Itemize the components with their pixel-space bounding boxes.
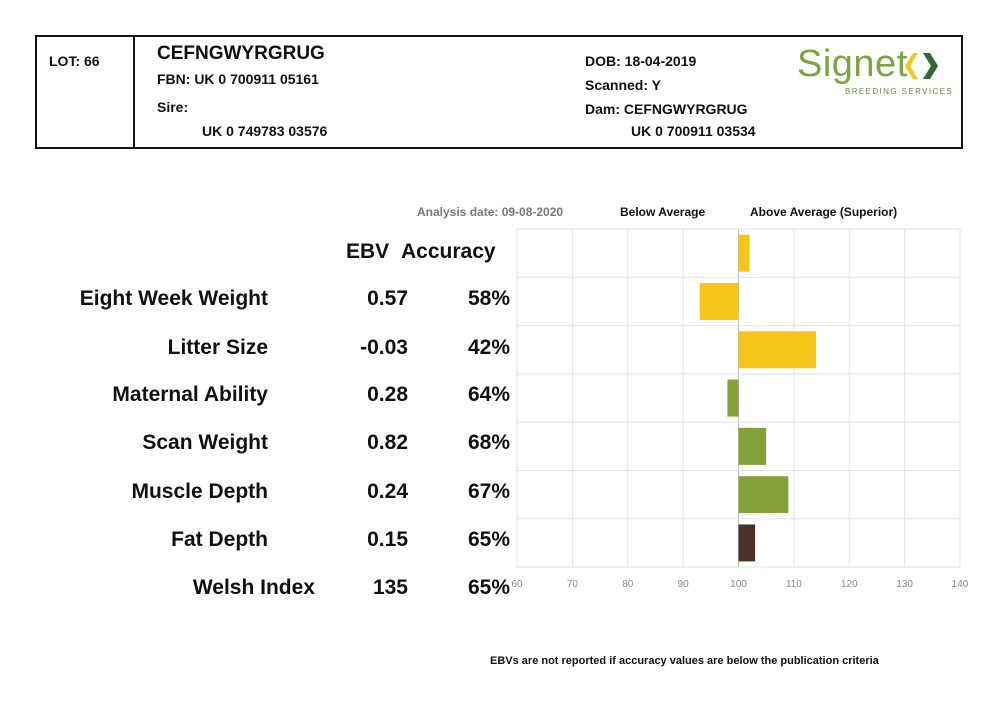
below-average-label: Below Average — [620, 205, 706, 219]
bar-maternal-ability — [738, 331, 817, 369]
animal-name: CEFNGWYRGRUG — [157, 43, 325, 64]
trait-name: Fat Depth — [171, 528, 268, 551]
signet-logo: Signet BREEDING SERVICES — [797, 43, 957, 103]
accuracy-column-header: Accuracy — [401, 240, 496, 263]
bar-welsh-index — [738, 524, 756, 562]
lot-number: LOT: 66 — [49, 53, 100, 69]
sire-label: Sire: — [157, 99, 189, 115]
trait-accuracy: 65% — [467, 576, 510, 599]
x-tick-label: 80 — [622, 579, 634, 590]
bar-scan-weight — [727, 379, 739, 417]
fbn-id: FBN: UK 0 700911 05161 — [157, 71, 319, 87]
x-tick-label: 60 — [511, 579, 523, 590]
x-tick-label: 140 — [952, 579, 969, 590]
trait-accuracy: 58% — [467, 287, 510, 310]
x-tick-label: 110 — [786, 579, 802, 590]
bar-litter-size — [699, 282, 739, 320]
lot-cell: LOT: 66 — [37, 37, 135, 147]
trait-ebv: 0.28 — [367, 383, 408, 406]
x-tick-label: 100 — [730, 579, 747, 590]
trait-name: Scan Weight — [142, 431, 268, 454]
x-tick-label: 120 — [841, 579, 858, 590]
trait-ebv: 0.57 — [367, 287, 408, 310]
above-average-label: Above Average (Superior) — [750, 205, 898, 219]
trait-name: Muscle Depth — [131, 480, 268, 503]
trait-name: Eight Week Weight — [79, 287, 268, 310]
ebv-column-header: EBV — [346, 240, 390, 263]
date-of-birth: DOB: 18-04-2019 — [585, 53, 697, 69]
bar-muscle-depth — [738, 427, 767, 465]
bar-eight-week-weight — [738, 234, 750, 272]
trait-accuracy: 67% — [467, 480, 510, 503]
brand-name: Signet — [797, 43, 908, 85]
trait-ebv: -0.03 — [360, 336, 408, 359]
trait-name: Welsh Index — [192, 576, 315, 599]
analysis-date: Analysis date: 09-08-2020 — [417, 205, 564, 219]
trait-ebv: 0.24 — [367, 480, 408, 503]
trait-ebv: 0.15 — [367, 528, 408, 551]
sire-id: UK 0 749783 03576 — [202, 123, 328, 139]
trait-accuracy: 42% — [467, 336, 510, 359]
x-tick-label: 70 — [567, 579, 579, 590]
trait-accuracy: 64% — [467, 383, 510, 406]
footnote: EBVs are not reported if accuracy values… — [490, 655, 879, 667]
scanned-status: Scanned: Y — [585, 77, 661, 93]
x-tick-label: 130 — [896, 579, 913, 590]
x-tick-label: 90 — [678, 579, 690, 590]
trait-name: Litter Size — [167, 336, 268, 359]
animal-header: LOT: 66 CEFNGWYRGRUG FBN: UK 0 700911 05… — [35, 35, 963, 149]
trait-ebv: 0.82 — [367, 431, 408, 454]
trait-ebv: 135 — [372, 576, 408, 599]
ebv-bar-chart: 60 70 80 90 100 110 120 130 140 — [511, 228, 969, 590]
dam-id: UK 0 700911 03534 — [631, 123, 756, 139]
brand-subtitle: BREEDING SERVICES — [845, 87, 954, 96]
trait-name: Maternal Ability — [112, 383, 268, 406]
trait-accuracy: 65% — [467, 528, 510, 551]
bar-fat-depth — [738, 476, 789, 514]
signet-chevrons-icon — [905, 53, 938, 79]
trait-accuracy: 68% — [467, 431, 510, 454]
dam-name: Dam: CEFNGWYRGRUG — [585, 101, 748, 117]
